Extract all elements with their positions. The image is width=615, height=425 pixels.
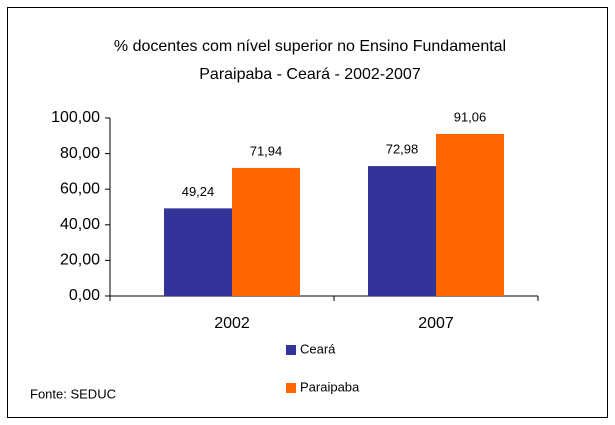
x-tick-label: 2002 (214, 315, 250, 332)
bar (232, 167, 300, 296)
y-tick-label: 100,00 (51, 109, 100, 126)
legend-label: Ceará (300, 341, 336, 356)
value-label: 49,24 (182, 184, 215, 199)
source-note: Fonte: SEDUC (30, 386, 116, 401)
bar (436, 133, 504, 296)
x-tick-label: 2007 (418, 315, 454, 332)
y-tick-label: 40,00 (60, 216, 100, 233)
value-label: 72,98 (386, 142, 419, 157)
chart-subtitle: Paraipaba - Ceará - 2002-2007 (199, 66, 421, 83)
y-tick-label: 20,00 (60, 252, 100, 269)
chart-frame (7, 7, 608, 418)
bar (164, 208, 232, 296)
y-tick-label: 60,00 (60, 180, 100, 197)
y-tick-label: 80,00 (60, 145, 100, 162)
legend-label: Paraipaba (300, 379, 360, 394)
value-label: 91,06 (454, 109, 487, 124)
legend-swatch (286, 383, 296, 393)
bar (368, 166, 436, 296)
value-label: 71,94 (250, 143, 283, 158)
legend-swatch (286, 345, 296, 355)
chart-title: % docentes com nível superior no Ensino … (114, 38, 506, 55)
y-tick-label: 0,00 (69, 287, 100, 304)
